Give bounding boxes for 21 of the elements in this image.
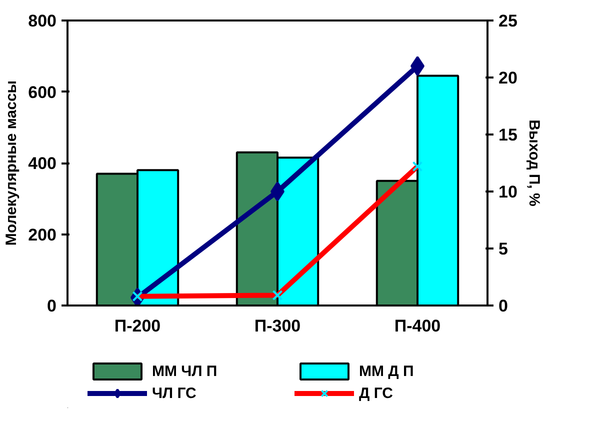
legend-label: Д ГС — [359, 384, 394, 402]
y-tick-label: 200 — [28, 225, 57, 244]
y-tick-label: 800 — [28, 12, 57, 30]
y2-tick-label: 25 — [498, 12, 518, 30]
y2-tick-label: 20 — [498, 68, 518, 88]
legend-label: ЧЛ ГС — [152, 384, 198, 402]
y2-axis-title: Выход П, % — [525, 120, 542, 206]
x-tick-label: П-400 — [394, 316, 441, 336]
point — [270, 182, 284, 202]
y2-tick-label: 5 — [498, 240, 508, 258]
y2-tick-label: 0 — [498, 296, 508, 316]
x-tick-label: П-300 — [254, 316, 301, 336]
y-tick-label: 600 — [28, 82, 57, 102]
x-tick-label: П-200 — [114, 316, 161, 336]
y-tick-label: 0 — [47, 296, 57, 316]
legend-label: ММ Д П — [359, 362, 415, 380]
legend-label: ММ ЧЛ П — [152, 362, 218, 380]
y-tick-label: 400 — [28, 154, 57, 173]
y-axis-title: Молекулярные массы — [3, 80, 20, 246]
y2-tick-label: 10 — [498, 182, 518, 202]
y2-tick-label: 15 — [498, 126, 518, 144]
